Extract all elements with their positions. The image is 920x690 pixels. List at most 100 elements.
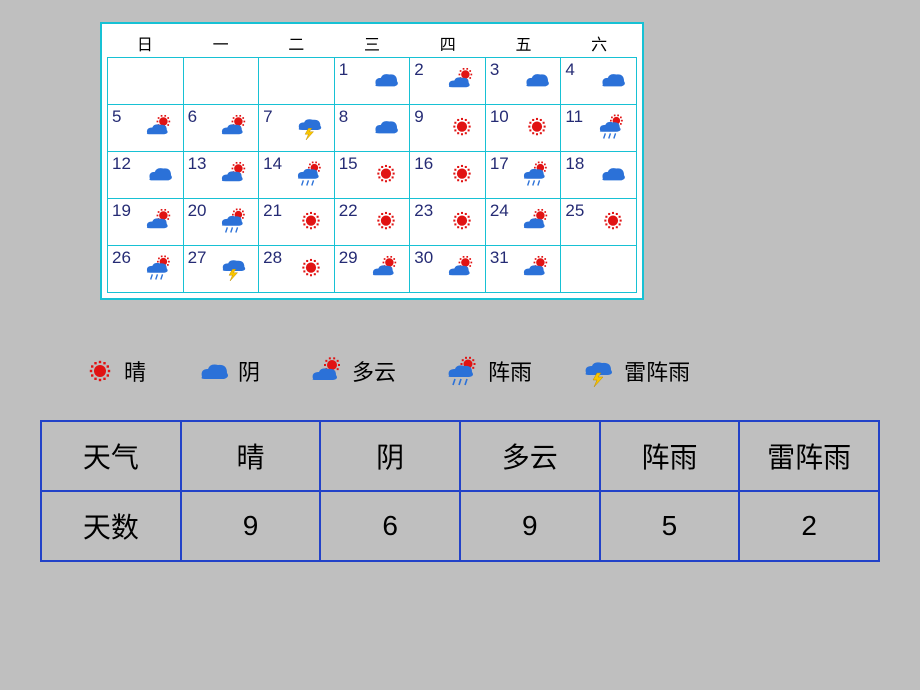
weather-legend: 晴阴 多云 阵雨 雷阵雨	[80, 355, 738, 387]
calendar-cell: 16	[410, 152, 486, 199]
overcast-icon	[369, 113, 403, 143]
calendar-cell: 10	[486, 105, 562, 152]
table-val-overcast: 6	[320, 491, 460, 561]
calendar-cell: 8	[335, 105, 411, 152]
legend-label: 晴	[124, 355, 146, 387]
calendar-cell: 1	[335, 58, 411, 105]
partly-icon	[369, 254, 403, 284]
overcast-icon	[596, 160, 630, 190]
table-col-shower: 阵雨	[600, 421, 740, 491]
partly-icon	[143, 207, 177, 237]
partly-icon	[218, 160, 252, 190]
weekday-tue: 二	[258, 29, 334, 57]
overcast-icon	[143, 160, 177, 190]
calendar-cell: 15	[335, 152, 411, 199]
shower-icon	[596, 113, 630, 143]
weekday-thu: 四	[410, 29, 486, 57]
calendar-cell: 29	[335, 246, 411, 293]
day-number: 16	[414, 154, 433, 174]
day-number: 1	[339, 60, 348, 80]
legend-item-sunny: 晴	[80, 355, 146, 387]
day-number: 10	[490, 107, 509, 127]
day-number: 12	[112, 154, 131, 174]
day-number: 26	[112, 248, 131, 268]
shower-icon	[444, 355, 484, 387]
sunny-icon	[445, 160, 479, 190]
day-number: 25	[565, 201, 584, 221]
sunny-icon	[596, 207, 630, 237]
sunny-icon	[520, 113, 554, 143]
sunny-icon	[369, 207, 403, 237]
calendar-cell: 4	[561, 58, 637, 105]
table-col-overcast: 阴	[320, 421, 460, 491]
calendar-cell: 6	[184, 105, 260, 152]
table-val-partly: 9	[460, 491, 600, 561]
shower-icon	[294, 160, 328, 190]
day-number: 8	[339, 107, 348, 127]
legend-label: 阴	[238, 355, 260, 387]
partly-icon	[143, 113, 177, 143]
calendar-cell: 14	[259, 152, 335, 199]
overcast-icon	[194, 355, 234, 387]
day-number: 18	[565, 154, 584, 174]
calendar-cell	[184, 58, 260, 105]
overcast-icon	[520, 66, 554, 96]
day-number: 13	[188, 154, 207, 174]
calendar-cell: 27	[184, 246, 260, 293]
day-number: 19	[112, 201, 131, 221]
thunder-icon	[294, 113, 328, 143]
overcast-icon	[596, 66, 630, 96]
calendar-cell: 31	[486, 246, 562, 293]
partly-icon	[520, 254, 554, 284]
partly-icon	[445, 254, 479, 284]
calendar-cell	[259, 58, 335, 105]
table-col-thunder: 雷阵雨	[739, 421, 879, 491]
table-col-sunny: 晴	[181, 421, 321, 491]
calendar-cell	[561, 246, 637, 293]
shower-icon	[218, 207, 252, 237]
calendar-cell: 23	[410, 199, 486, 246]
day-number: 3	[490, 60, 499, 80]
weather-calendar: 日 一 二 三 四 五 六 12 345 6 7 89 10 11	[100, 22, 644, 300]
calendar-cell: 7	[259, 105, 335, 152]
day-number: 24	[490, 201, 509, 221]
day-number: 6	[188, 107, 197, 127]
day-number: 11	[565, 107, 583, 127]
table-val-thunder: 2	[739, 491, 879, 561]
calendar-weekday-header: 日 一 二 三 四 五 六	[107, 29, 637, 57]
calendar-cell	[108, 58, 184, 105]
day-number: 7	[263, 107, 272, 127]
sunny-icon	[80, 355, 120, 387]
calendar-cell: 17	[486, 152, 562, 199]
calendar-cell: 24	[486, 199, 562, 246]
weekday-mon: 一	[183, 29, 259, 57]
legend-item-partly: 多云	[308, 355, 396, 387]
shower-icon	[143, 254, 177, 284]
sunny-icon	[294, 254, 328, 284]
calendar-cell: 2	[410, 58, 486, 105]
day-number: 23	[414, 201, 433, 221]
overcast-icon	[369, 66, 403, 96]
table-col-partly: 多云	[460, 421, 600, 491]
day-number: 14	[263, 154, 282, 174]
calendar-cell: 9	[410, 105, 486, 152]
table-val-sunny: 9	[181, 491, 321, 561]
sunny-icon	[445, 207, 479, 237]
calendar-cell: 22	[335, 199, 411, 246]
day-number: 9	[414, 107, 423, 127]
legend-label: 雷阵雨	[624, 355, 690, 387]
calendar-cell: 26	[108, 246, 184, 293]
calendar-cell: 12	[108, 152, 184, 199]
calendar-cell: 28	[259, 246, 335, 293]
calendar-grid: 12 345 6 7 89 10 11 1213	[107, 57, 637, 293]
weekday-sun: 日	[107, 29, 183, 57]
day-number: 4	[565, 60, 574, 80]
day-number: 15	[339, 154, 358, 174]
shower-icon	[520, 160, 554, 190]
partly-icon	[218, 113, 252, 143]
weekday-wed: 三	[334, 29, 410, 57]
calendar-cell: 20	[184, 199, 260, 246]
legend-label: 多云	[352, 355, 396, 387]
table-header-row: 天气 晴 阴 多云 阵雨 雷阵雨	[41, 421, 879, 491]
weekday-fri: 五	[486, 29, 562, 57]
